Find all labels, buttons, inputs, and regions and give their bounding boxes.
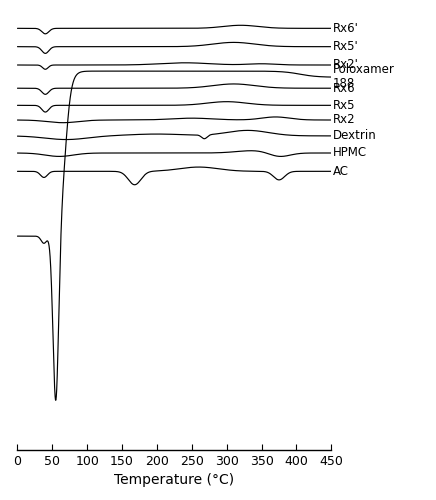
Text: AC: AC — [333, 165, 349, 178]
Text: HPMC: HPMC — [333, 146, 367, 160]
Text: Poloxamer
188: Poloxamer 188 — [333, 63, 395, 90]
Text: Rx5: Rx5 — [333, 99, 355, 112]
Text: Rx6: Rx6 — [333, 82, 355, 94]
Text: Rx2': Rx2' — [333, 58, 359, 71]
X-axis label: Temperature (°C): Temperature (°C) — [114, 474, 235, 488]
Text: Rx6': Rx6' — [333, 22, 359, 35]
Text: Rx5': Rx5' — [333, 40, 358, 53]
Text: Rx2: Rx2 — [333, 114, 355, 126]
Text: Dextrin: Dextrin — [333, 130, 377, 142]
